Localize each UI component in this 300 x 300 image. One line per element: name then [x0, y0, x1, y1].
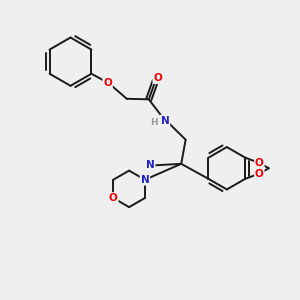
Text: N: N	[160, 116, 169, 126]
Text: N: N	[140, 175, 149, 185]
Text: O: O	[109, 193, 118, 203]
Text: O: O	[255, 158, 264, 168]
Text: O: O	[255, 169, 264, 178]
Text: N: N	[146, 160, 155, 170]
Text: O: O	[103, 78, 112, 88]
Text: H: H	[150, 118, 158, 127]
Text: O: O	[153, 73, 162, 83]
